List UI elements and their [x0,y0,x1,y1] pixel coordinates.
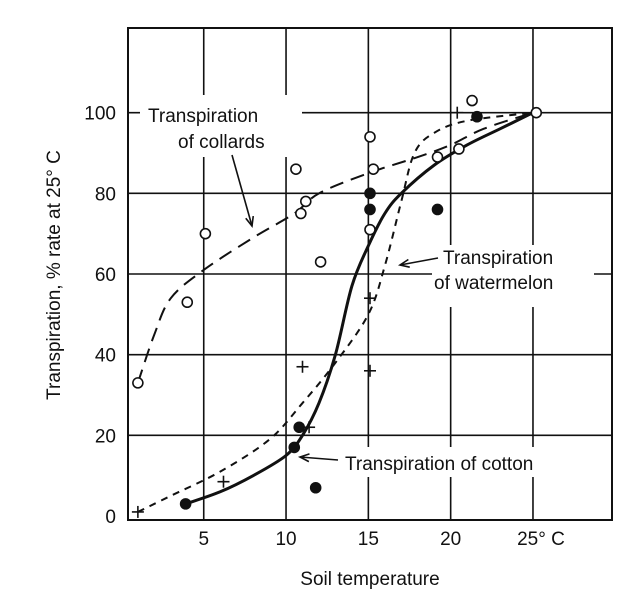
point-watermelon [217,475,230,488]
point-watermelon [451,106,464,119]
y-tick-label: 0 [105,507,116,528]
point-collards [453,143,465,155]
y-tick-label: 80 [95,184,116,205]
x-tick-label: 20 [440,529,461,550]
point-cotton [364,187,376,200]
point-collards [181,296,194,309]
arrow-cotton-head [297,453,310,463]
curve-cotton [185,111,534,506]
y-axis-label: Transpiration, % rate at 25° C [44,150,65,400]
arrow-watermelon [399,257,439,266]
arrow-watermelon-head [397,258,410,268]
annotation-collards-line1: Transpiration [148,106,258,127]
point-collards [364,223,376,236]
point-cotton [293,421,306,434]
point-collards [314,256,327,268]
point-collards [299,195,312,208]
y-tick-label: 60 [95,265,116,286]
y-tick-label: 100 [84,104,116,125]
tick-labels: 5 10 15 20 25° C 0 20 40 60 80 100 [84,104,565,550]
point-collards [367,163,380,175]
x-tick-label: 15 [358,529,379,550]
arrow-collards-head [245,215,255,228]
y-tick-label: 40 [95,346,116,367]
point-watermelon [364,364,376,377]
point-watermelon [296,360,309,373]
point-watermelon [131,505,144,518]
point-cotton [309,481,322,494]
point-cotton [471,110,483,123]
annotations: Transpiration of collards Transpiration … [140,95,610,477]
curve-watermelon [137,111,534,513]
data-points [131,94,543,518]
annotation-cotton: Transpiration of cotton [345,454,533,475]
annotation-watermelon-line1: Transpiration [443,248,553,269]
point-collards [431,151,444,163]
point-watermelon [303,421,316,434]
annotation-collards-line2: of collards [178,132,265,153]
y-tick-label: 20 [95,426,116,447]
point-collards [290,163,302,175]
point-collards [199,227,212,240]
x-tick-label: 5 [198,529,209,550]
point-cotton [364,203,376,216]
point-watermelon [364,292,376,305]
annotation-arrows [231,154,439,463]
point-collards [132,377,144,389]
arrow-cotton [299,456,339,461]
point-cotton [431,203,444,216]
annotation-watermelon-line2: of watermelon [434,273,553,294]
x-tick-label: 25° C [517,529,565,550]
point-collards [295,207,307,220]
x-axis-label: Soil temperature [300,569,439,590]
x-tick-label: 10 [275,529,296,550]
point-cotton [179,498,192,510]
point-cotton [288,441,301,454]
point-collards [364,131,376,143]
point-collards [530,106,543,119]
point-collards [466,94,478,107]
arrow-collards [231,154,253,227]
